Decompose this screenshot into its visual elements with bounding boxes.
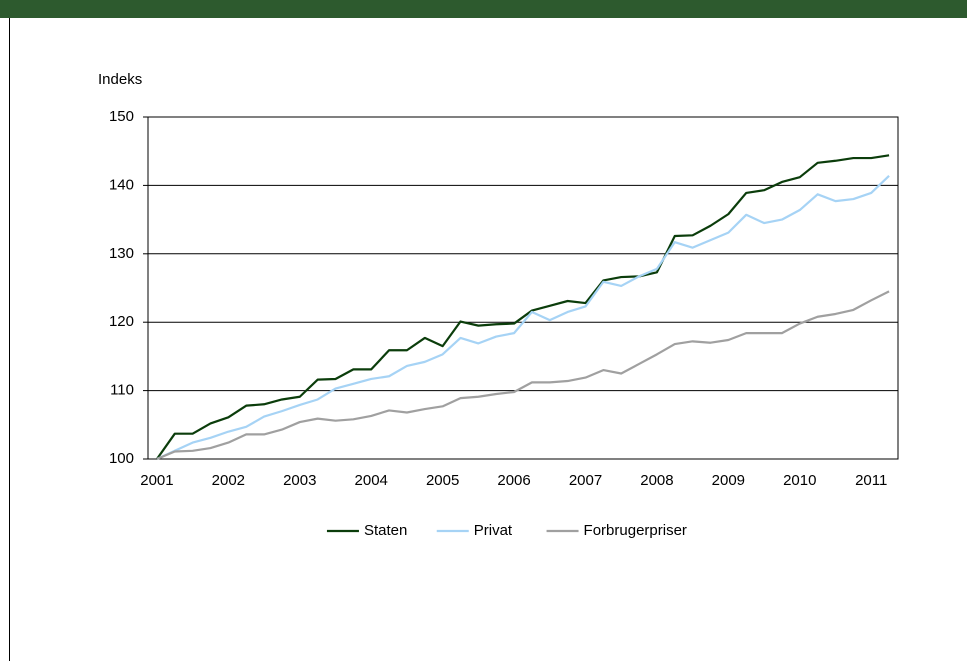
x-tick-label: 2001 bbox=[140, 472, 173, 489]
x-tick-label: 2008 bbox=[640, 472, 673, 489]
y-tick-label: 120 bbox=[109, 313, 134, 330]
x-tick-label: 2011 bbox=[855, 472, 887, 489]
x-tick-label: 2005 bbox=[426, 472, 459, 489]
x-tick-label: 2003 bbox=[283, 472, 316, 489]
plot-border bbox=[147, 116, 899, 460]
header-bar bbox=[0, 0, 967, 18]
legend-label: Forbrugerpriser bbox=[584, 522, 687, 539]
y-tick-label: 110 bbox=[110, 382, 134, 399]
series-line bbox=[156, 154, 890, 460]
y-axis-label: Indeks bbox=[98, 71, 142, 88]
y-tick-label: 150 bbox=[109, 108, 134, 125]
y-tick-label: 130 bbox=[109, 245, 134, 262]
x-tick-label: 2010 bbox=[783, 472, 816, 489]
x-tick-label: 2002 bbox=[212, 472, 245, 489]
x-tick-label: 2009 bbox=[712, 472, 745, 489]
x-tick-label: 2004 bbox=[355, 472, 388, 489]
legend-label: Staten bbox=[364, 522, 407, 539]
x-tick-label: 2007 bbox=[569, 472, 602, 489]
x-tick-label: 2006 bbox=[497, 472, 530, 489]
legend-label: Privat bbox=[474, 522, 513, 539]
y-tick-label: 100 bbox=[109, 450, 134, 467]
series-line bbox=[156, 175, 890, 460]
series-line bbox=[156, 290, 890, 461]
y-tick-label: 140 bbox=[109, 176, 134, 193]
